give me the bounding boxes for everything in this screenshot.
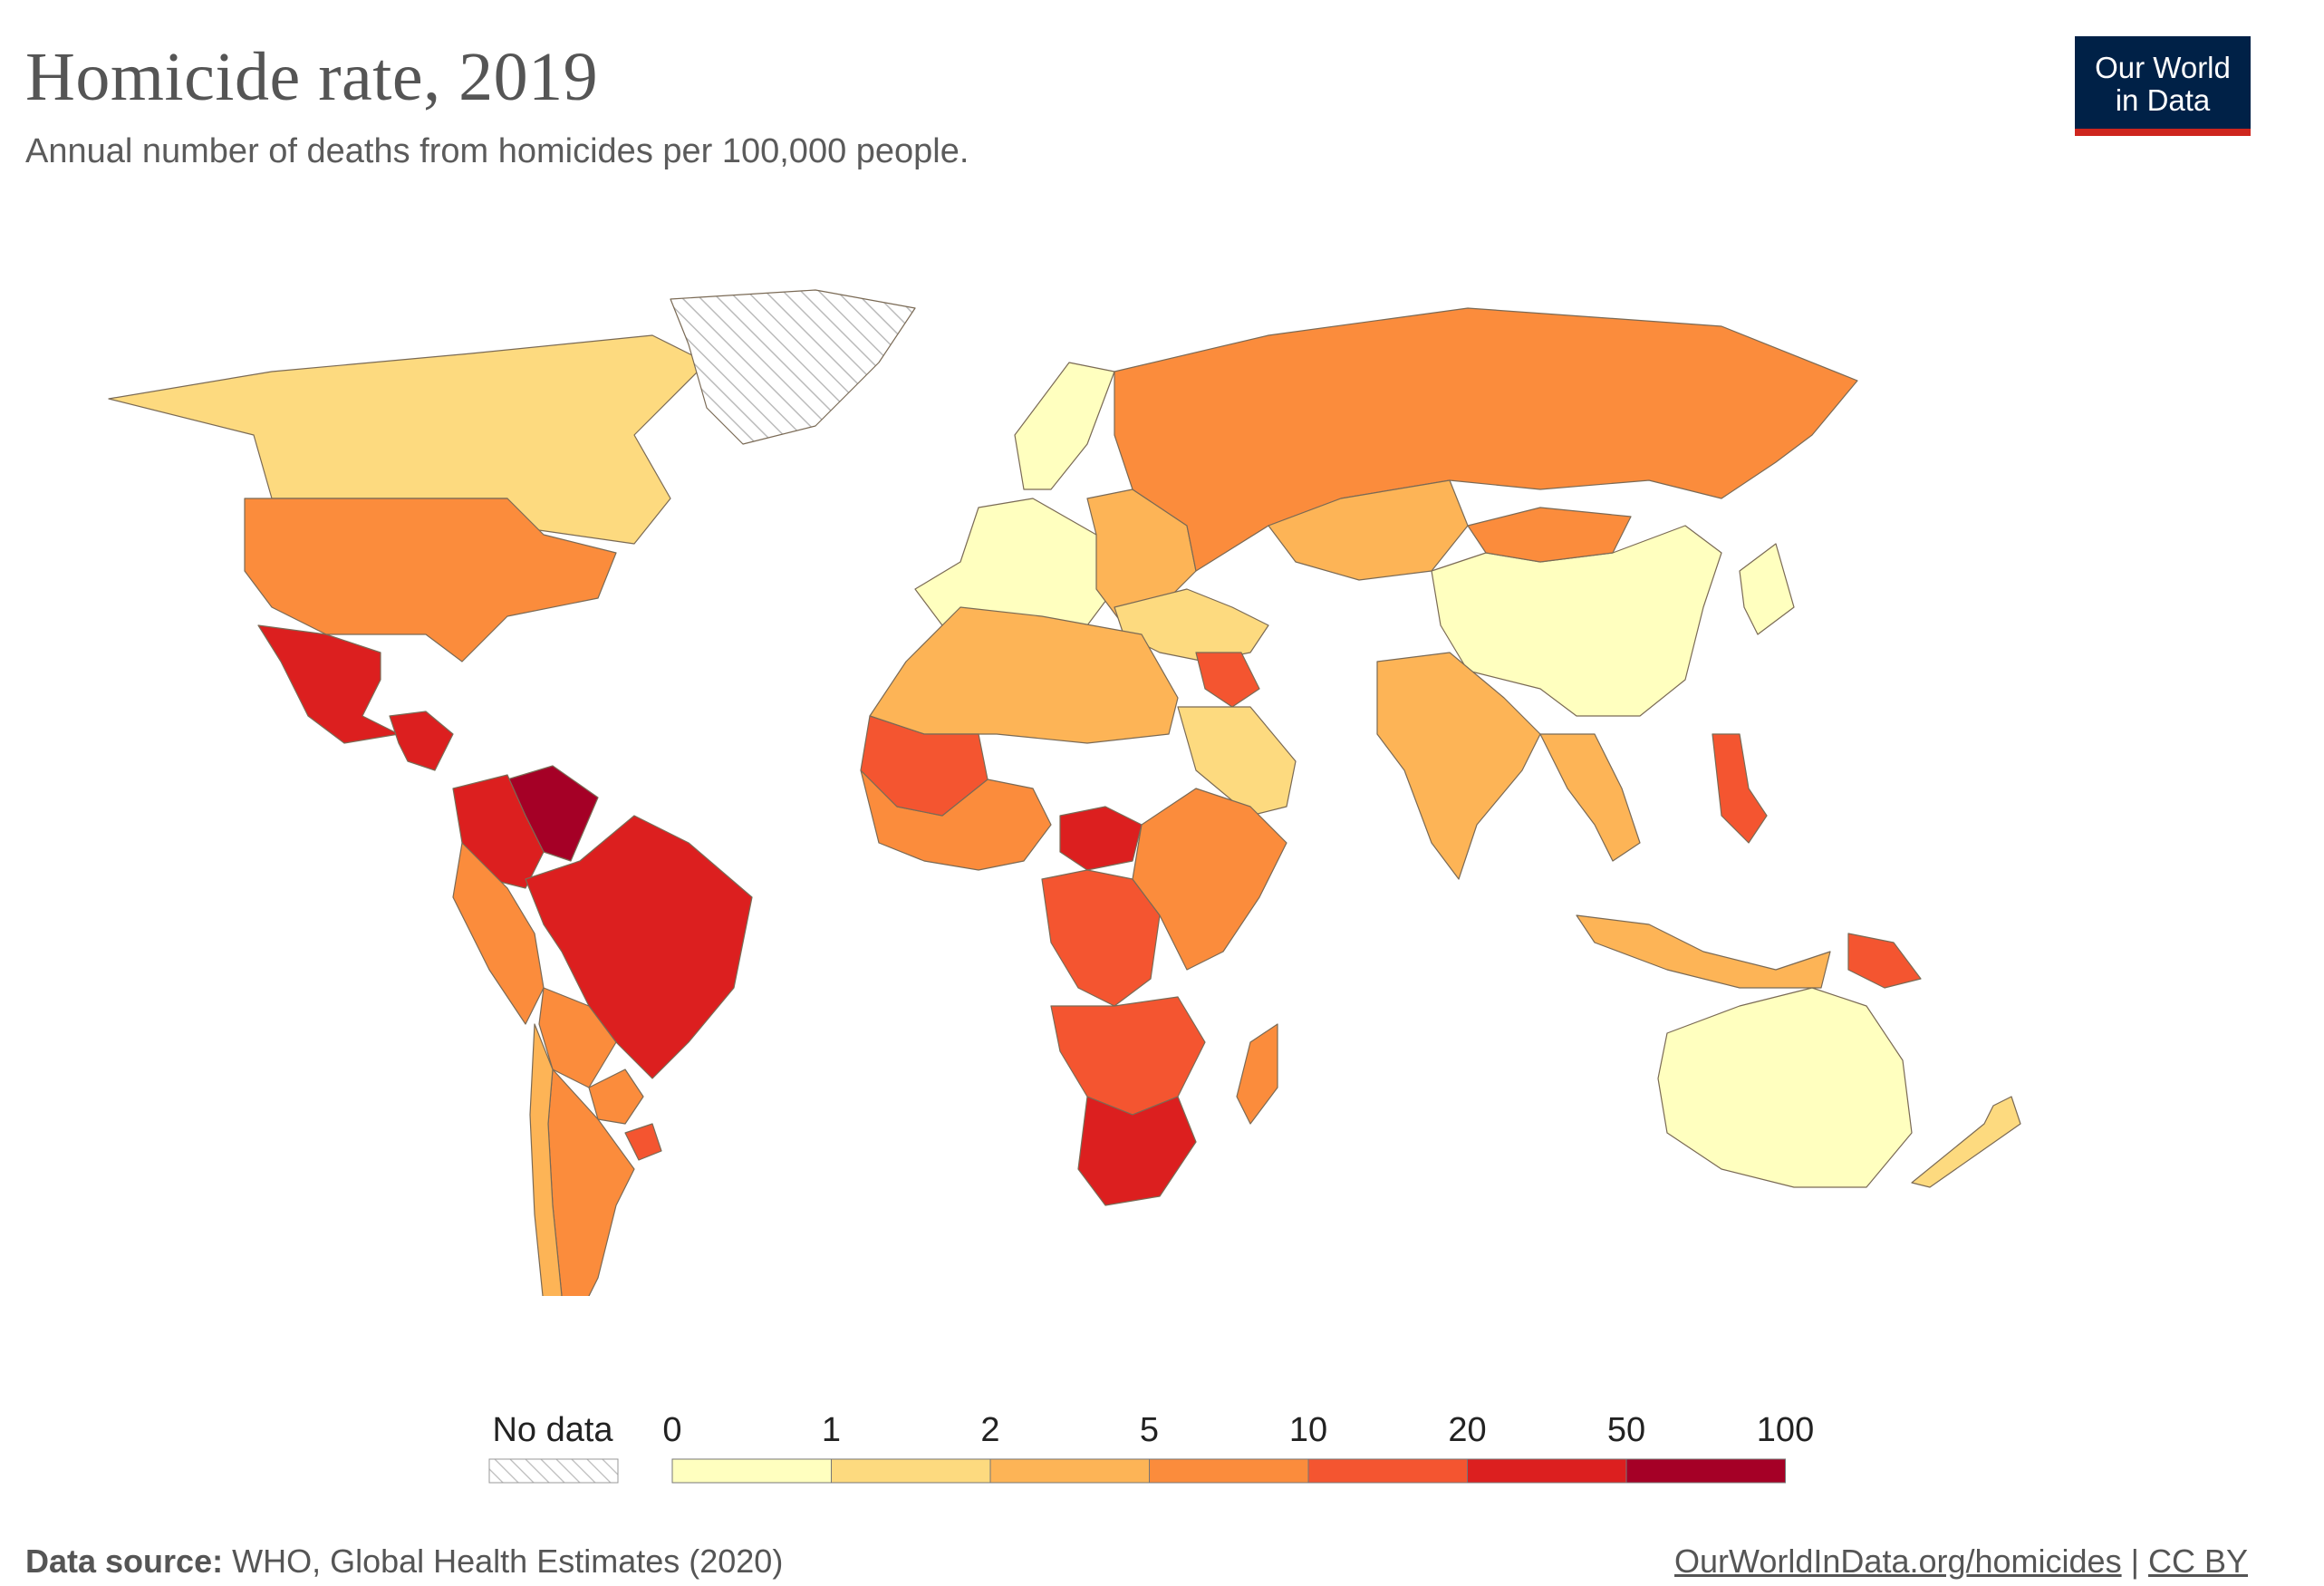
region-new-zealand[interactable] <box>1911 1096 2021 1188</box>
footer-links: OurWorldInData.org/homicides | CC BY <box>1674 1542 2248 1581</box>
legend-tick-label: 0 <box>662 1411 681 1449</box>
region-mali[interactable] <box>860 715 988 817</box>
owid-logo[interactable]: Our World in Data <box>2075 36 2251 136</box>
region-iraq[interactable] <box>1195 652 1260 708</box>
license-link[interactable]: CC BY <box>2147 1542 2248 1580</box>
legend-bin-0–1 <box>671 1458 832 1484</box>
region-united-states[interactable] <box>244 498 617 662</box>
region-paraguay[interactable] <box>588 1069 644 1125</box>
chart-subtitle: Annual number of deaths from homicides p… <box>25 132 969 170</box>
world-map <box>108 289 2021 1296</box>
data-source: Data source: WHO, Global Health Estimate… <box>25 1542 783 1581</box>
region-south-africa[interactable] <box>1077 1096 1197 1206</box>
region-dr-congo[interactable] <box>1041 869 1161 1007</box>
region-east-africa[interactable] <box>1132 788 1287 971</box>
region-chile[interactable] <box>529 1023 563 1296</box>
region-kazakhstan[interactable] <box>1268 479 1469 581</box>
region-papua-new-guinea[interactable] <box>1847 933 1922 989</box>
region-mongolia[interactable] <box>1467 507 1632 563</box>
region-japan[interactable] <box>1739 543 1795 635</box>
color-legend: No data 0 1 2 5 10 20 50 100 <box>488 1411 1814 1484</box>
legend-bin-5–10 <box>1149 1458 1309 1484</box>
region-india[interactable] <box>1376 652 1541 880</box>
chart-title: Homicide rate, 2019 <box>25 39 599 115</box>
region-mexico[interactable] <box>257 624 400 744</box>
region-central-america[interactable] <box>389 711 454 771</box>
region-central-african-republic[interactable] <box>1059 806 1143 871</box>
region-russia[interactable] <box>1114 307 1858 572</box>
logo-accent-bar <box>2075 129 2251 136</box>
region-indonesia[interactable] <box>1576 914 1831 989</box>
region-brazil[interactable] <box>525 815 753 1079</box>
legend-tick-label: 1 <box>822 1411 841 1449</box>
legend-no-data-swatch <box>488 1458 619 1484</box>
legend-bin-50–100 <box>1625 1458 1786 1484</box>
region-greenland[interactable] <box>670 289 916 445</box>
logo-line-2: in Data <box>2115 83 2211 117</box>
footer-separator: | <box>2130 1542 2139 1580</box>
logo-line-1: Our World <box>2095 51 2231 84</box>
legend-bin-20–50 <box>1467 1458 1627 1484</box>
legend-tick-label: 5 <box>1140 1411 1159 1449</box>
legend-no-data-label: No data <box>492 1411 613 1449</box>
region-saudi-arabia[interactable] <box>1177 706 1297 817</box>
legend-tick-label: 50 <box>1607 1411 1645 1449</box>
legend-bin-10–20 <box>1307 1458 1468 1484</box>
region-peru[interactable] <box>452 842 545 1025</box>
source-link[interactable]: OurWorldInData.org/homicides <box>1674 1542 2122 1580</box>
region-scandinavia[interactable] <box>1014 362 1115 490</box>
region-southeast-asia[interactable] <box>1539 733 1641 862</box>
legend-bin-1–2 <box>831 1458 991 1484</box>
data-source-label: Data source: <box>25 1542 224 1580</box>
data-source-text: WHO, Global Health Estimates (2020) <box>232 1542 784 1580</box>
region-australia[interactable] <box>1657 987 1913 1188</box>
legend-tick-label: 20 <box>1448 1411 1486 1449</box>
legend-bin-2–5 <box>989 1458 1150 1484</box>
legend-tick-label: 100 <box>1757 1411 1814 1449</box>
region-uruguay[interactable] <box>624 1123 662 1161</box>
region-philippines[interactable] <box>1712 733 1768 844</box>
region-madagascar[interactable] <box>1236 1023 1278 1125</box>
region-southern-africa[interactable] <box>1050 996 1206 1116</box>
legend-tick-label: 10 <box>1289 1411 1327 1449</box>
legend-tick-label: 2 <box>980 1411 999 1449</box>
